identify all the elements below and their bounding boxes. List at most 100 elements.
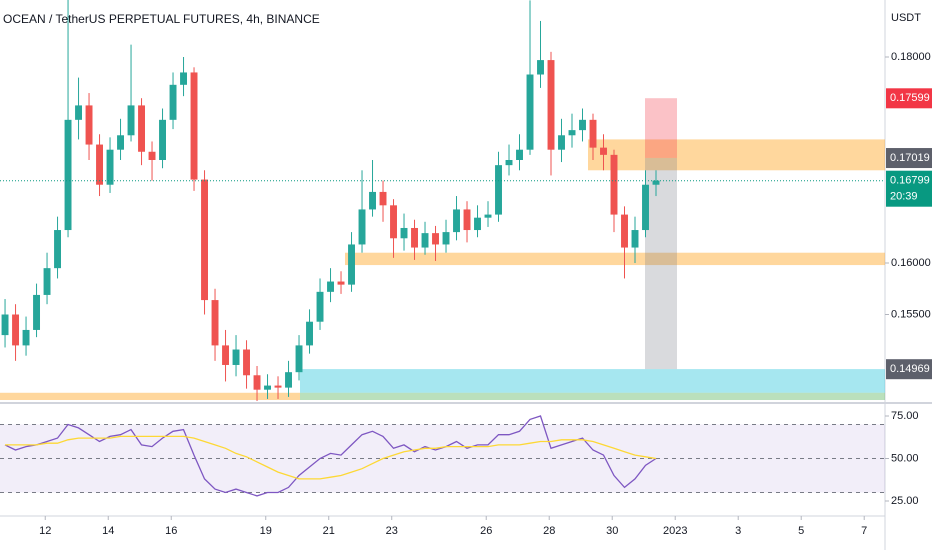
- zone: [300, 392, 885, 400]
- candle-body: [358, 209, 366, 245]
- candle-body: [516, 149, 523, 160]
- x-tick-label: 23: [386, 525, 398, 537]
- plot: 0.18000 0.16000 0.15500 0.17599 0.17019 0.167…: [0, 0, 932, 537]
- candle-body: [463, 209, 471, 231]
- candle-body: [316, 291, 324, 322]
- candle-body: [621, 214, 628, 248]
- zone: [0, 392, 300, 400]
- candle-body: [400, 227, 408, 239]
- candle-body: [190, 72, 198, 180]
- candle-body: [222, 345, 229, 365]
- candle-body: [22, 329, 30, 346]
- candle-body: [106, 149, 114, 185]
- y-tick-label: 0.15500: [891, 308, 931, 320]
- x-tick-label: 14: [102, 525, 114, 537]
- candle-body: [169, 84, 177, 120]
- countdown: 20:39: [890, 191, 918, 203]
- candle-body: [589, 119, 597, 148]
- candle-body: [201, 179, 208, 301]
- price-badge: [886, 88, 932, 109]
- x-tick-label: 16: [165, 525, 177, 537]
- zone: [588, 139, 885, 171]
- y-tick-label: 0.16000: [891, 257, 931, 269]
- candle-body: [159, 119, 166, 160]
- candle-body: [474, 217, 481, 231]
- candle-body: [211, 300, 219, 346]
- candle-body: [117, 135, 124, 150]
- candle-body: [33, 294, 41, 330]
- candle-body: [568, 130, 576, 136]
- x-tick-label: 7: [861, 525, 867, 537]
- zone: [345, 252, 885, 266]
- candle-body: [96, 144, 103, 185]
- candle-body: [138, 105, 145, 152]
- y-tick-label: 50.00: [891, 452, 919, 464]
- rsi-line: [5, 435, 657, 480]
- price-badge-label: 0.16799: [890, 175, 930, 187]
- x-tick-label: 19: [260, 525, 272, 537]
- candle-body: [85, 105, 93, 145]
- zone: [645, 98, 677, 158]
- candle-body: [526, 74, 534, 150]
- candle-body: [652, 180, 660, 185]
- candle-body: [411, 227, 418, 248]
- candle-body: [285, 372, 292, 388]
- candle-body: [243, 349, 250, 376]
- candle-body: [12, 314, 20, 346]
- price-badge: [886, 148, 932, 169]
- candle-body: [1, 314, 9, 336]
- candle-body: [148, 151, 156, 160]
- candle-body: [253, 375, 261, 390]
- x-tick-label: 3: [735, 525, 741, 537]
- candle-body: [379, 191, 387, 206]
- candle-body: [232, 349, 240, 365]
- candle-body: [337, 281, 345, 285]
- candle-body: [348, 244, 355, 285]
- chart-title: OCEAN / TetherUS PERPETUAL FUTURES, 4h, …: [3, 12, 320, 26]
- candle-body: [274, 385, 282, 388]
- x-tick-label: 30: [606, 525, 618, 537]
- zone: [645, 157, 677, 370]
- candle-body: [453, 209, 460, 233]
- candle-body: [75, 105, 83, 120]
- y-unit: USDT: [891, 12, 921, 24]
- candle-body: [484, 214, 492, 218]
- candle-body: [54, 230, 62, 269]
- candle-body: [421, 233, 429, 248]
- candle-body: [558, 135, 565, 150]
- rsi-line: [4, 415, 657, 497]
- candle-body: [264, 385, 271, 390]
- candle-body: [442, 232, 450, 245]
- candle-body: [505, 160, 513, 166]
- candle-body: [180, 72, 187, 85]
- candle-body: [369, 191, 376, 210]
- candle-body: [547, 60, 555, 150]
- candle-body: [127, 105, 135, 136]
- zone: [300, 369, 885, 393]
- price-badge: [886, 359, 932, 380]
- x-tick-label: 28: [543, 525, 555, 537]
- y-tick-label: 75.00: [891, 410, 919, 422]
- candle-body: [64, 119, 72, 231]
- candle-body: [610, 154, 618, 215]
- candle-body: [327, 281, 334, 292]
- y-tick-label: 25.00: [891, 495, 919, 507]
- candle-body: [295, 345, 303, 373]
- candle-body: [600, 147, 607, 155]
- candle-body: [631, 230, 639, 248]
- price-badge: [886, 170, 932, 207]
- price-badge-label: 0.17599: [890, 92, 930, 104]
- x-tick-label: 12: [39, 525, 51, 537]
- candle-body: [537, 60, 544, 75]
- x-tick-label: 2023: [663, 525, 687, 537]
- price-badge-label: 0.17019: [890, 152, 930, 164]
- candle-body: [432, 233, 439, 245]
- candle-body: [579, 119, 586, 131]
- candle-body: [390, 205, 397, 239]
- candle-body: [642, 184, 649, 231]
- y-tick-label: 0.18000: [891, 51, 931, 63]
- candle-body: [495, 165, 502, 215]
- x-tick-label: 21: [323, 525, 335, 537]
